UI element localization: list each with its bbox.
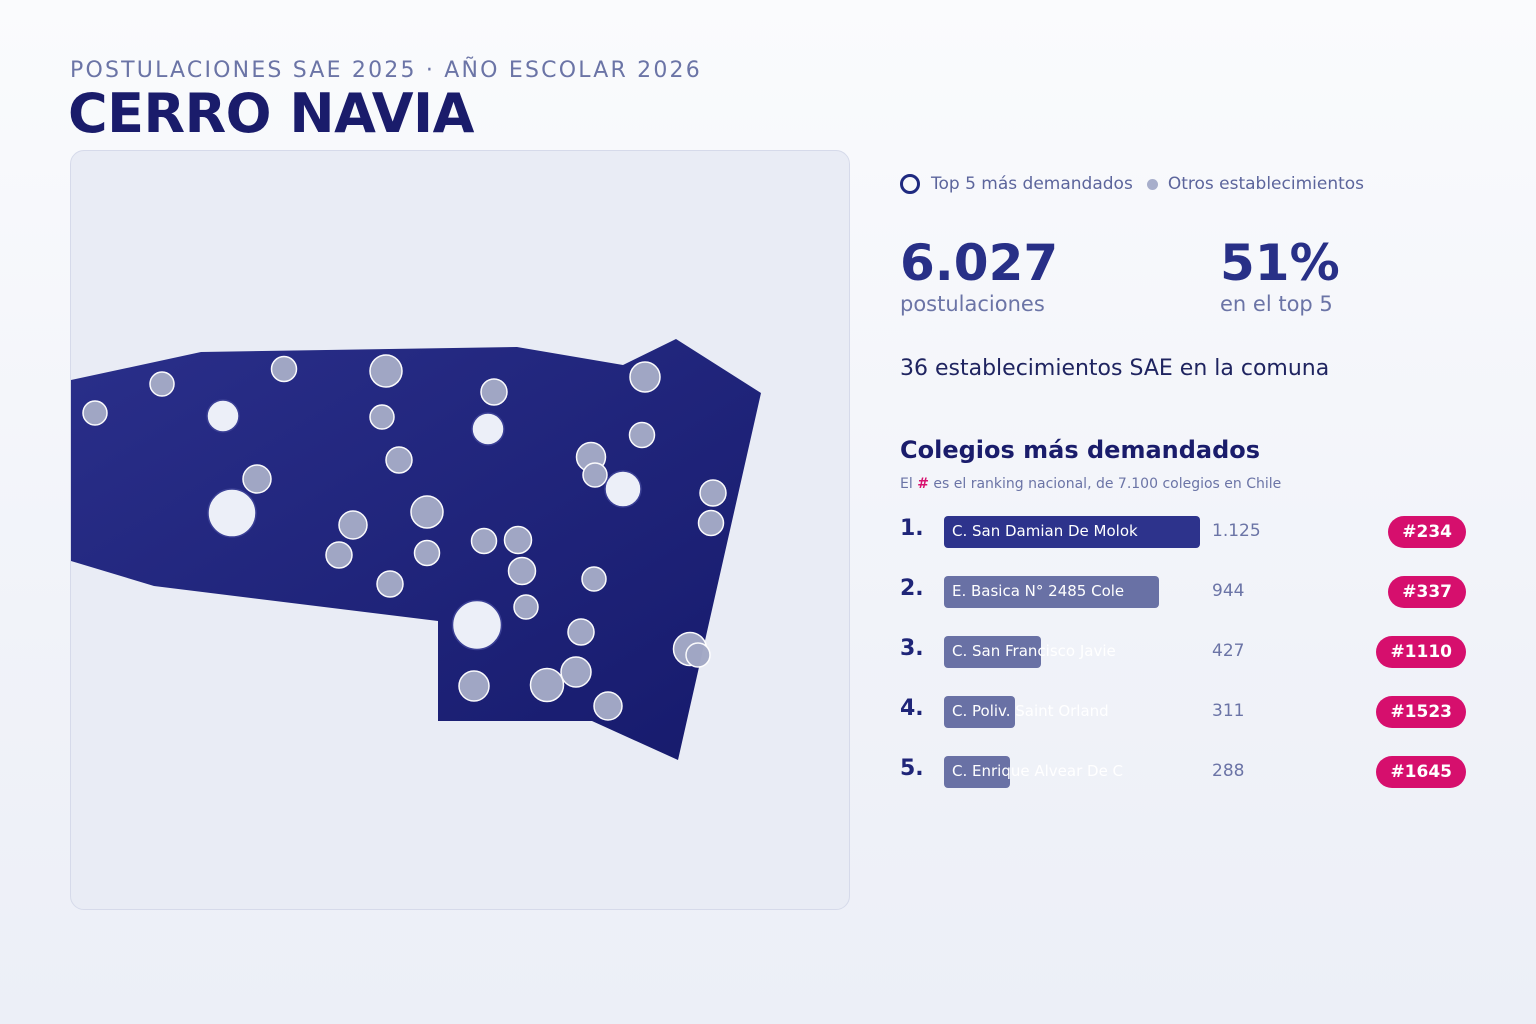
legend-top5-label: Top 5 más demandados (931, 174, 1133, 194)
school-marker[interactable] (685, 642, 711, 668)
rank-national-badge: #234 (1388, 516, 1466, 548)
top5-school-markers (206, 399, 642, 651)
rank-position: 2. (900, 576, 924, 601)
ranking-row[interactable]: 2. E. Basica N° 2485 Cole 944 #337 (900, 574, 1470, 610)
school-marker[interactable] (458, 670, 490, 702)
school-marker[interactable] (242, 464, 272, 494)
school-marker[interactable] (629, 361, 661, 393)
school-marker[interactable] (338, 510, 368, 540)
top5-ring-icon (900, 174, 920, 194)
rank-national-badge: #1523 (1376, 696, 1466, 728)
school-marker[interactable] (413, 539, 441, 567)
ranking-row[interactable]: 3. C. San Francisco Javie 427 #1110 (900, 634, 1470, 670)
rank-school-name: C. San Francisco Javie (952, 642, 1116, 660)
rank-school-name: C. Poliv. Saint Orland (952, 702, 1109, 720)
school-marker[interactable] (470, 527, 498, 555)
rank-position: 4. (900, 696, 924, 721)
ranking-note: El # es el ranking nacional, de 7.100 co… (900, 476, 1281, 492)
ranking-row[interactable]: 5. C. Enrique Alvear De C 288 #1645 (900, 754, 1470, 790)
rank-postulaciones: 1.125 (1212, 521, 1261, 541)
rank-postulaciones: 288 (1212, 761, 1245, 781)
rank-bar (944, 696, 1015, 728)
rank-postulaciones: 944 (1212, 581, 1245, 601)
school-marker[interactable] (697, 509, 725, 537)
rank-school-name: E. Basica N° 2485 Cole (952, 582, 1125, 600)
stat-top5-share: 51% en el top 5 (1220, 232, 1340, 316)
school-marker[interactable] (410, 495, 444, 529)
ranking-note-hash: # (917, 476, 929, 492)
school-marker[interactable] (385, 446, 413, 474)
rank-bar (944, 636, 1042, 668)
top5-marker[interactable] (207, 488, 257, 538)
school-marker[interactable] (369, 404, 395, 430)
rank-postulaciones: 311 (1212, 701, 1245, 721)
comuna-map[interactable] (71, 151, 850, 910)
rank-national-badge: #1110 (1376, 636, 1466, 668)
rank-position: 1. (900, 516, 924, 541)
school-marker[interactable] (507, 556, 537, 586)
school-marker[interactable] (567, 618, 595, 646)
stat-postulaciones-value: 6.027 (900, 234, 1059, 292)
rank-bar (944, 516, 1200, 548)
other-dot-icon (1146, 178, 1158, 190)
school-marker[interactable] (376, 570, 404, 598)
rank-school-name: C. San Damian De Molok (952, 522, 1138, 540)
stat-postulaciones: 6.027 postulaciones (900, 232, 1058, 316)
rank-bar (944, 576, 1159, 608)
school-marker[interactable] (503, 525, 533, 555)
rank-postulaciones: 427 (1212, 641, 1245, 661)
ranking-row[interactable]: 1. C. San Damian De Molok 1.125 #234 (900, 514, 1470, 550)
establecimientos-count: 36 establecimientos SAE en la comuna (900, 356, 1330, 381)
top5-marker[interactable] (206, 399, 240, 433)
rank-position: 3. (900, 636, 924, 661)
map-panel[interactable] (70, 150, 850, 910)
school-marker[interactable] (270, 355, 298, 383)
top5-marker[interactable] (604, 470, 642, 508)
school-marker[interactable] (628, 421, 656, 449)
rank-bar (944, 756, 1010, 788)
page-title: CERRO NAVIA (68, 82, 474, 145)
school-marker[interactable] (560, 656, 592, 688)
school-marker[interactable] (480, 378, 508, 406)
rank-school-name: C. Enrique Alvear De C (952, 762, 1124, 780)
school-marker[interactable] (593, 691, 623, 721)
other-school-markers (82, 354, 727, 721)
ranking-row[interactable]: 4. C. Poliv. Saint Orland 311 #1523 (900, 694, 1470, 730)
school-marker[interactable] (513, 594, 539, 620)
school-marker[interactable] (699, 479, 727, 507)
school-marker[interactable] (529, 667, 565, 703)
map-legend: Top 5 más demandados Otros establecimien… (900, 174, 1364, 194)
ranking-title: Colegios más demandados (900, 436, 1261, 464)
rank-national-badge: #1645 (1376, 756, 1466, 788)
school-marker[interactable] (582, 462, 608, 488)
ranking-note-prefix: El (900, 476, 913, 492)
legend-others-label: Otros establecimientos (1167, 174, 1365, 194)
rank-national-badge: #337 (1388, 576, 1466, 608)
stat-top5-share-label: en el top 5 (1220, 292, 1333, 316)
school-marker[interactable] (82, 400, 108, 426)
top5-marker[interactable] (451, 599, 503, 651)
school-marker[interactable] (325, 541, 353, 569)
page-subtitle: POSTULACIONES SAE 2025 · AÑO ESCOLAR 202… (70, 58, 702, 83)
school-marker[interactable] (369, 354, 403, 388)
school-marker[interactable] (581, 566, 607, 592)
stat-postulaciones-label: postulaciones (900, 292, 1045, 316)
top5-marker[interactable] (471, 412, 505, 446)
school-marker[interactable] (149, 371, 175, 397)
rank-position: 5. (900, 756, 924, 781)
stat-top5-share-value: 51% (1220, 234, 1340, 292)
ranking-note-suffix: es el ranking nacional, de 7.100 colegio… (933, 476, 1282, 492)
